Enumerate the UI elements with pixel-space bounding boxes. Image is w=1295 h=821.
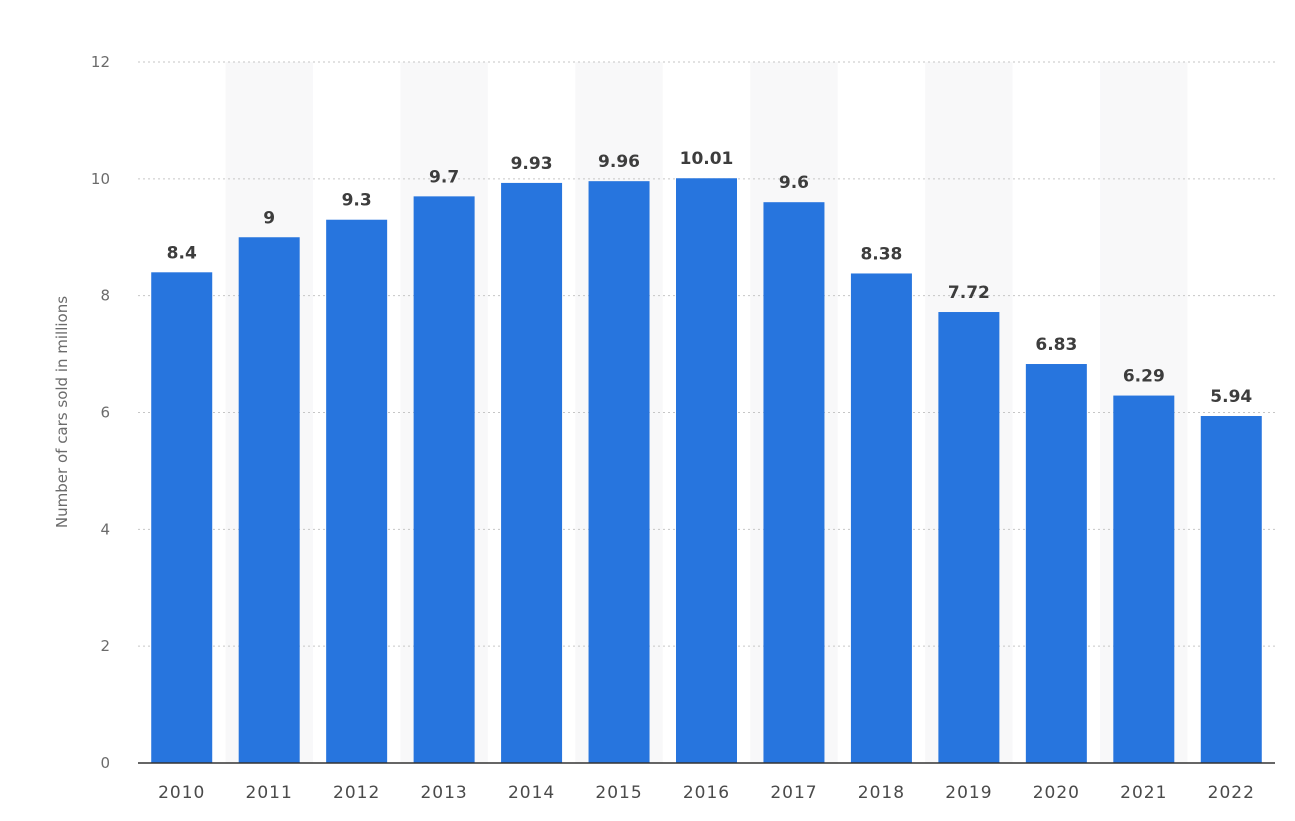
y-tick-label: 2 xyxy=(100,637,110,655)
x-tick-label-2020: 2020 xyxy=(1033,783,1080,803)
y-tick-label: 12 xyxy=(91,53,110,71)
x-tick-label-2018: 2018 xyxy=(858,783,905,803)
data-label-2010: 8.4 xyxy=(167,243,197,263)
y-axis-ticks: 0 2 4 6 8 10 12 xyxy=(91,53,110,772)
bar-2011 xyxy=(238,237,300,763)
data-label-2018: 8.38 xyxy=(860,244,902,264)
x-tick-label-2021: 2021 xyxy=(1120,783,1167,803)
bar-2010 xyxy=(151,272,213,763)
x-tick-label-2019: 2019 xyxy=(945,783,992,803)
bar-2021 xyxy=(1113,395,1175,763)
bar-2013 xyxy=(413,196,475,763)
data-label-2017: 9.6 xyxy=(779,173,809,193)
y-tick-label: 10 xyxy=(91,170,110,188)
x-tick-label-2016: 2016 xyxy=(683,783,730,803)
data-label-2015: 9.96 xyxy=(598,152,640,172)
y-tick-label: 4 xyxy=(100,520,110,538)
data-label-2019: 7.72 xyxy=(948,283,990,303)
data-label-2016: 10.01 xyxy=(680,149,734,169)
x-tick-label-2013: 2013 xyxy=(420,783,467,803)
bar-2014 xyxy=(501,182,563,764)
bar-2012 xyxy=(326,219,388,764)
x-tick-label-2012: 2012 xyxy=(333,783,380,803)
bar-2016 xyxy=(676,178,737,764)
x-tick-label-2010: 2010 xyxy=(158,783,205,803)
x-tick-label-2022: 2022 xyxy=(1208,783,1255,803)
bar-2020 xyxy=(1025,364,1087,763)
bar-2017 xyxy=(763,202,825,763)
bars xyxy=(151,178,1262,764)
data-labels: 8.4 9 9.3 9.7 9.93 9.96 10.01 9.6 8.38 7.72 6.83 6.… xyxy=(167,149,1253,407)
y-tick-label: 6 xyxy=(100,404,110,422)
bar-2018 xyxy=(850,273,912,763)
data-label-2014: 9.93 xyxy=(511,154,553,174)
x-tick-label-2011: 2011 xyxy=(246,783,293,803)
x-tick-label-2015: 2015 xyxy=(595,783,642,803)
data-label-2012: 9.3 xyxy=(342,191,372,211)
x-tick-label-2014: 2014 xyxy=(508,783,555,803)
bar-2022 xyxy=(1200,416,1262,763)
bar-2019 xyxy=(938,312,1000,763)
data-label-2021: 6.29 xyxy=(1123,367,1165,387)
y-axis-title: Number of cars sold in millions xyxy=(53,295,71,529)
data-label-2020: 6.83 xyxy=(1035,335,1077,355)
x-axis-ticks: 2010 2011 2012 2013 2014 2015 2016 2017 2018 2019… xyxy=(158,783,1255,803)
data-label-2013: 9.7 xyxy=(429,167,459,187)
y-tick-label: 8 xyxy=(100,287,110,305)
bar-2015 xyxy=(588,181,650,764)
y-tick-label: 0 xyxy=(100,754,110,772)
x-tick-label-2017: 2017 xyxy=(770,783,817,803)
data-label-2011: 9 xyxy=(263,208,275,228)
data-label-2022: 5.94 xyxy=(1210,387,1252,407)
